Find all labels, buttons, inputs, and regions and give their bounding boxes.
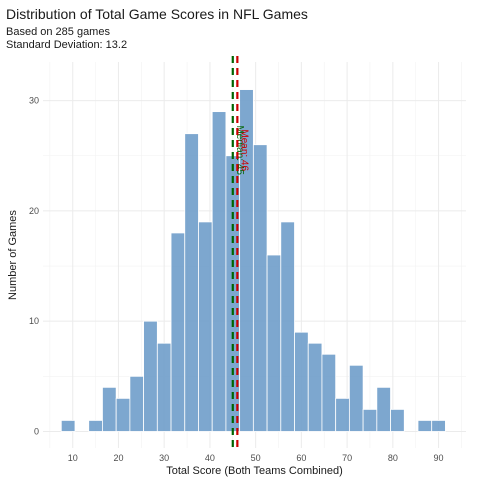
histogram-bar xyxy=(225,155,241,432)
y-tick-label: 30 xyxy=(29,96,39,106)
x-tick-label: 40 xyxy=(205,453,215,463)
histogram-bar xyxy=(294,331,309,432)
x-tick-label: 30 xyxy=(159,453,169,463)
histogram-bar xyxy=(280,221,295,432)
y-tick-label: 20 xyxy=(29,206,39,216)
histogram-bar xyxy=(143,320,158,432)
histogram-bar xyxy=(60,420,76,432)
histogram-bar xyxy=(129,375,145,432)
histogram-bar xyxy=(390,408,405,432)
x-tick-label: 50 xyxy=(251,453,261,463)
histogram-bar xyxy=(198,221,213,432)
histogram-bar xyxy=(335,397,350,432)
histogram-bar xyxy=(417,420,433,432)
subtitle-sd: Standard Deviation: 13.2 xyxy=(6,39,128,51)
histogram-bar xyxy=(431,420,446,432)
histogram-bar xyxy=(184,133,199,432)
histogram-bar xyxy=(348,364,364,432)
histogram-bar xyxy=(170,232,186,432)
histogram-bar xyxy=(362,408,378,432)
x-tick-label: 60 xyxy=(296,453,306,463)
y-axis-ticks: 0 10 20 30 xyxy=(29,96,39,437)
histogram-bar xyxy=(307,342,323,432)
histogram-bar xyxy=(266,254,282,432)
histogram-bar xyxy=(252,144,268,432)
histogram-bars xyxy=(60,89,446,432)
mean-label: Mean: 46 xyxy=(238,129,249,171)
median-label: Median: 45 xyxy=(234,125,245,175)
chart-subtitle: Based on 285 games Standard Deviation: 1… xyxy=(6,26,127,52)
x-tick-label: 80 xyxy=(388,453,398,463)
histogram-bar xyxy=(115,397,131,432)
x-axis-title: Total Score (Both Teams Combined) xyxy=(166,465,343,477)
y-tick-label: 10 xyxy=(29,316,39,326)
subtitle-games: Based on 285 games xyxy=(6,26,110,38)
histogram-bar xyxy=(211,111,227,432)
x-axis-ticks: 10 20 30 40 50 60 70 80 90 xyxy=(68,453,444,463)
y-tick-label: 0 xyxy=(34,426,39,436)
x-tick-label: 90 xyxy=(434,453,444,463)
x-tick-label: 70 xyxy=(342,453,352,463)
histogram-bar xyxy=(321,353,337,432)
x-tick-label: 20 xyxy=(113,453,123,463)
y-axis-title: Number of Games xyxy=(7,210,19,300)
histogram-bar xyxy=(102,386,117,432)
histogram-bar xyxy=(88,420,103,432)
chart-title: Distribution of Total Game Scores in NFL… xyxy=(6,6,308,22)
histogram-bar xyxy=(156,342,172,432)
x-tick-label: 10 xyxy=(68,453,78,463)
histogram-bar xyxy=(376,386,391,432)
